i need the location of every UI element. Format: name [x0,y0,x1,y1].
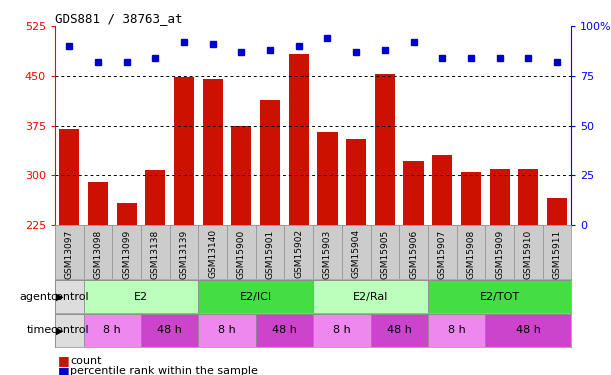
Text: 8 h: 8 h [103,326,121,335]
Bar [318,132,337,225]
Text: GSM15900: GSM15900 [237,230,246,279]
Text: GSM15907: GSM15907 [437,230,447,279]
Text: ■: ■ [58,365,70,375]
Text: agent: agent [20,292,52,302]
Bar [117,203,137,225]
Bar [141,314,199,347]
Bar [289,54,309,225]
Bar [547,198,567,225]
Text: GSM15909: GSM15909 [495,230,504,279]
Text: count: count [70,356,102,366]
Bar [203,79,223,225]
Bar [260,100,280,225]
Bar [55,314,84,347]
Bar [232,126,252,225]
Bar [432,155,452,225]
Bar [346,139,366,225]
Text: 8 h: 8 h [218,326,236,335]
Bar [370,314,428,347]
Text: 48 h: 48 h [157,326,182,335]
Text: GSM13099: GSM13099 [122,230,131,279]
Text: GDS881 / 38763_at: GDS881 / 38763_at [55,12,183,25]
Text: GSM15901: GSM15901 [266,230,274,279]
Text: GSM15910: GSM15910 [524,230,533,279]
Text: ■: ■ [58,354,70,367]
Text: control: control [50,292,89,302]
Bar [518,170,538,225]
Text: 48 h: 48 h [516,326,541,335]
Text: GSM13097: GSM13097 [65,230,74,279]
Text: GSM15908: GSM15908 [466,230,475,279]
Text: time: time [27,326,52,335]
Bar [88,182,108,225]
Bar [428,314,485,347]
Bar [313,280,428,313]
Bar [199,280,313,313]
Text: 8 h: 8 h [448,326,466,335]
Text: E2/Ral: E2/Ral [353,292,388,302]
Text: GSM13139: GSM13139 [180,230,189,279]
Bar [375,74,395,225]
Text: 48 h: 48 h [272,326,297,335]
Text: control: control [50,326,89,335]
Text: GSM15905: GSM15905 [380,230,389,279]
Text: 48 h: 48 h [387,326,412,335]
Bar [485,314,571,347]
Bar [403,161,423,225]
Text: E2/ICI: E2/ICI [240,292,272,302]
Text: GSM15904: GSM15904 [352,230,360,279]
Text: GSM13138: GSM13138 [151,230,160,279]
Bar [84,280,199,313]
Text: GSM15903: GSM15903 [323,230,332,279]
Bar [256,314,313,347]
Bar [199,314,256,347]
Text: 8 h: 8 h [333,326,351,335]
Text: GSM15906: GSM15906 [409,230,418,279]
Bar [55,280,84,313]
Text: ▶: ▶ [56,292,64,302]
Text: E2: E2 [134,292,148,302]
Text: ▶: ▶ [56,326,64,335]
Bar [145,170,166,225]
Bar [84,314,141,347]
Bar [313,314,370,347]
Text: GSM13140: GSM13140 [208,230,218,279]
Text: percentile rank within the sample: percentile rank within the sample [70,366,258,375]
Text: E2/TOT: E2/TOT [480,292,519,302]
Bar [59,129,79,225]
Text: GSM15902: GSM15902 [295,230,303,279]
Bar [174,76,194,225]
Bar [428,280,571,313]
Text: GSM13098: GSM13098 [93,230,103,279]
Bar [489,170,510,225]
Bar [461,172,481,225]
Text: GSM15911: GSM15911 [552,230,562,279]
